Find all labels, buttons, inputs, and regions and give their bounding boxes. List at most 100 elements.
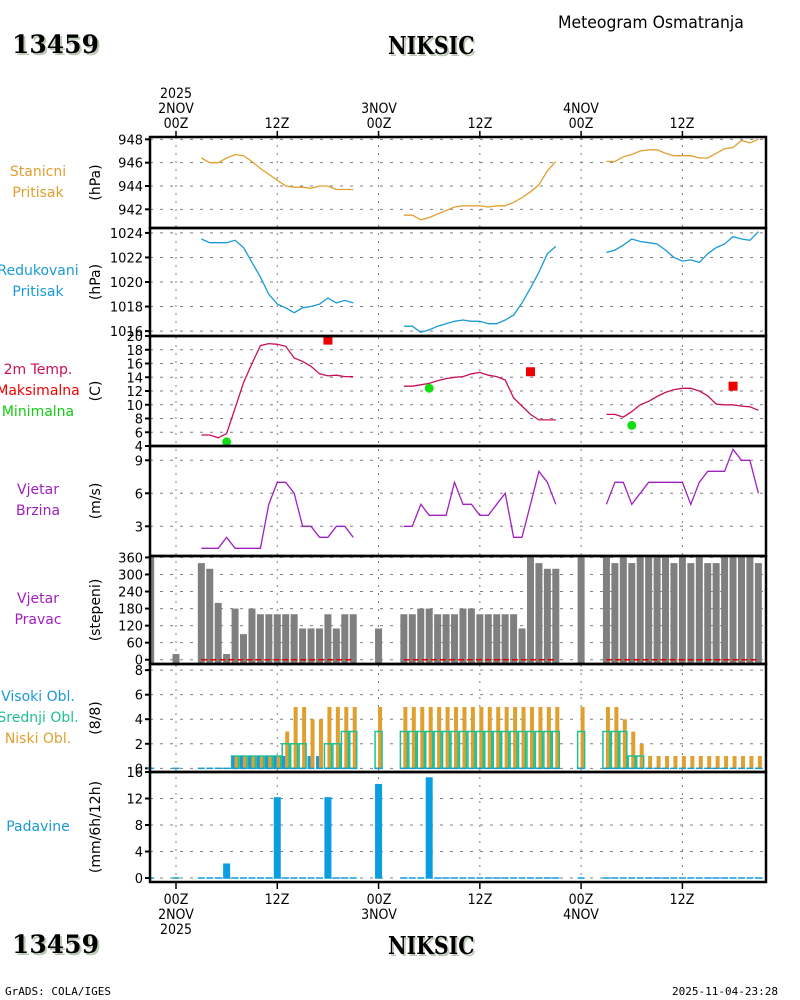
cloud-low-bar [656, 756, 661, 769]
cloud-high-bar [282, 756, 286, 769]
series-line-2m-temp- [606, 387, 759, 418]
cloud-low-bar [648, 756, 653, 769]
panel-label-line: Brzina [15, 503, 61, 519]
wind-direction-bar [611, 563, 619, 664]
y-tick-label: 6 [135, 689, 143, 704]
tmin-marker [222, 437, 232, 447]
wind-direction-bar [493, 614, 501, 664]
cloud-low-bar [327, 706, 332, 769]
wind-direction-bar [451, 614, 459, 664]
wind-direction-bar [307, 628, 315, 664]
y-tick-label: 0 [135, 654, 143, 669]
top-time-label: 12Z [670, 116, 695, 132]
cloud-low-bar [605, 706, 610, 769]
y-tick-label: 10 [126, 399, 143, 414]
panel-label-line: Vjetar [17, 591, 59, 607]
wind-direction-bar [746, 557, 754, 664]
wind-direction-bar [240, 634, 248, 664]
cloud-low-bar [555, 706, 560, 769]
cloud-low-bar [454, 706, 459, 769]
cloud-low-bar [724, 756, 729, 769]
chart-title: Meteogram Osmatranja [558, 13, 744, 33]
wind-direction-bar [518, 628, 526, 664]
panel-label-line: 2m Temp. [3, 361, 73, 378]
wind-direction-bar [375, 628, 383, 664]
wind-direction-bar [619, 557, 627, 664]
wind-direction-bar [645, 557, 653, 664]
y-tick-label: 16 [126, 358, 143, 373]
y-tick-label: 948 [118, 133, 143, 148]
y-tick-label: 12 [126, 385, 143, 400]
panel-label-line: Vjetar [17, 482, 59, 498]
y-tick-label: 2 [135, 738, 143, 753]
y-tick-label: 14 [126, 371, 143, 386]
wind-direction-bar [442, 614, 450, 664]
wind-direction-bar [510, 614, 518, 664]
y-tick-label: 8 [135, 664, 143, 679]
wind-direction-bar [653, 557, 661, 664]
precipitation-bar [375, 783, 383, 879]
y-tick-label: 1020 [110, 276, 143, 291]
wind-direction-bar [315, 628, 323, 664]
cloud-low-bar [403, 706, 408, 769]
cloud-low-bar [378, 706, 383, 769]
y-tick-label: 60 [126, 637, 143, 652]
cloud-low-bar [470, 706, 475, 769]
cloud-low-bar [690, 756, 695, 769]
cloud-low-bar [740, 756, 745, 769]
cloud-low-bar [614, 706, 619, 769]
y-tick-label: 0 [135, 762, 143, 777]
series-line-stanicni-pritisak [403, 161, 557, 221]
precipitation-bar [324, 797, 332, 879]
wind-direction-bar [695, 557, 703, 664]
y-tick-label: 8 [135, 413, 143, 428]
wind-direction-bar [552, 568, 560, 664]
panel-wind-direction: 0 60 120 180 240 300 360 (stepeni) [88, 551, 766, 669]
panel-label-station-pressure: Stanicni Pritisak [0, 162, 93, 204]
panel-unit-label: (m/s) [88, 483, 104, 520]
y-tick-label: 12 [126, 793, 143, 808]
cloud-low-bar [681, 756, 686, 769]
wind-direction-bar [256, 614, 264, 664]
y-tick-label: 1018 [110, 301, 143, 316]
cloud-low-bar [259, 756, 264, 769]
y-tick-label: 360 [118, 551, 143, 566]
top-time-label: 3NOV 00Z [360, 101, 397, 132]
cloud-low-bar [243, 756, 248, 769]
wind-direction-bar [535, 563, 543, 664]
precipitation-bar [223, 863, 231, 879]
y-tick-label: 4 [135, 440, 143, 455]
cloud-low-bar [504, 706, 509, 769]
wind-direction-bar [662, 557, 670, 664]
wind-direction-bar [501, 614, 509, 664]
wind-direction-bar [231, 608, 239, 664]
station-name-top: NIKSIC [388, 31, 475, 60]
wind-direction-bar [400, 614, 408, 664]
y-tick-label: 942 [118, 203, 143, 218]
cloud-low-bar [310, 719, 315, 769]
cloud-low-bar [757, 756, 762, 769]
cloud-high-bar [273, 756, 277, 769]
y-tick-label: 4 [135, 713, 143, 728]
panel-frame [148, 444, 768, 558]
panel-clouds: 0 2 4 6 8 (8/8) [88, 664, 766, 777]
cloud-low-bar [673, 756, 678, 769]
wind-direction-bar [172, 654, 180, 664]
wind-direction-bar [332, 628, 340, 664]
series-line-2m-temp- [201, 342, 354, 439]
cloud-low-bar [698, 756, 703, 769]
cloud-low-bar [479, 706, 484, 769]
cloud-low-bar [411, 706, 416, 769]
y-tick-label: 8 [135, 819, 143, 834]
cloud-low-bar [580, 706, 585, 769]
y-tick-label: 300 [118, 568, 143, 583]
wind-direction-bar [543, 568, 551, 664]
cloud-low-bar [318, 719, 323, 769]
panel-label-wind-direction: Vjetar Pravac [0, 589, 93, 631]
cloud-low-bar [268, 756, 273, 769]
cloud-low-bar [631, 731, 636, 769]
cloud-high-bar [231, 756, 235, 769]
y-tick-label: 9 [135, 454, 143, 469]
cloud-low-bar [513, 706, 518, 769]
